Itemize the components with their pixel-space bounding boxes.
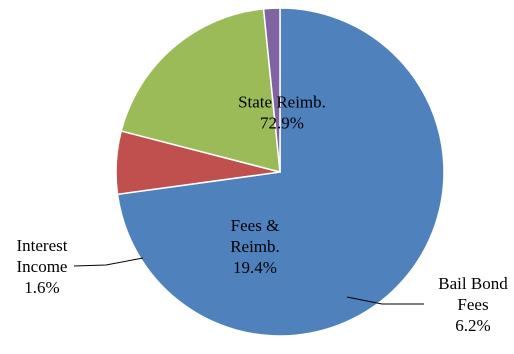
slice-label: Fees & Reimb. 19.4% [230, 216, 280, 277]
slice-label-line: 72.9% [260, 114, 304, 133]
slice-label-line: Reimb. [230, 237, 280, 256]
slice-label-line: Bail Bond [438, 274, 508, 293]
slice-label-line: Fees [457, 295, 488, 314]
pie-slices [115, 7, 445, 337]
leader-line [73, 257, 144, 267]
leader-lines [73, 257, 424, 305]
pie-slice-fees-reimb [120, 8, 281, 173]
leader-line [346, 296, 424, 305]
slice-label-line: Fees & [231, 216, 280, 235]
slice-label-line: 6.2% [455, 316, 490, 335]
slice-label-line: State Reimb. [238, 93, 326, 112]
slice-label-line: Interest [17, 236, 68, 255]
slice-label-line: Income [17, 257, 68, 276]
pie-slice-interest-income [262, 7, 281, 173]
slice-label-line: 19.4% [233, 258, 277, 277]
slice-label-line: 1.6% [24, 278, 59, 297]
slice-labels: State Reimb. 72.9% Bail Bond Fees 6.2% Fees &… [17, 93, 509, 336]
slice-label: State Reimb. 72.9% [238, 93, 326, 133]
slice-label: Bail Bond Fees 6.2% [438, 274, 508, 335]
slice-label: Interest Income 1.6% [17, 236, 68, 297]
